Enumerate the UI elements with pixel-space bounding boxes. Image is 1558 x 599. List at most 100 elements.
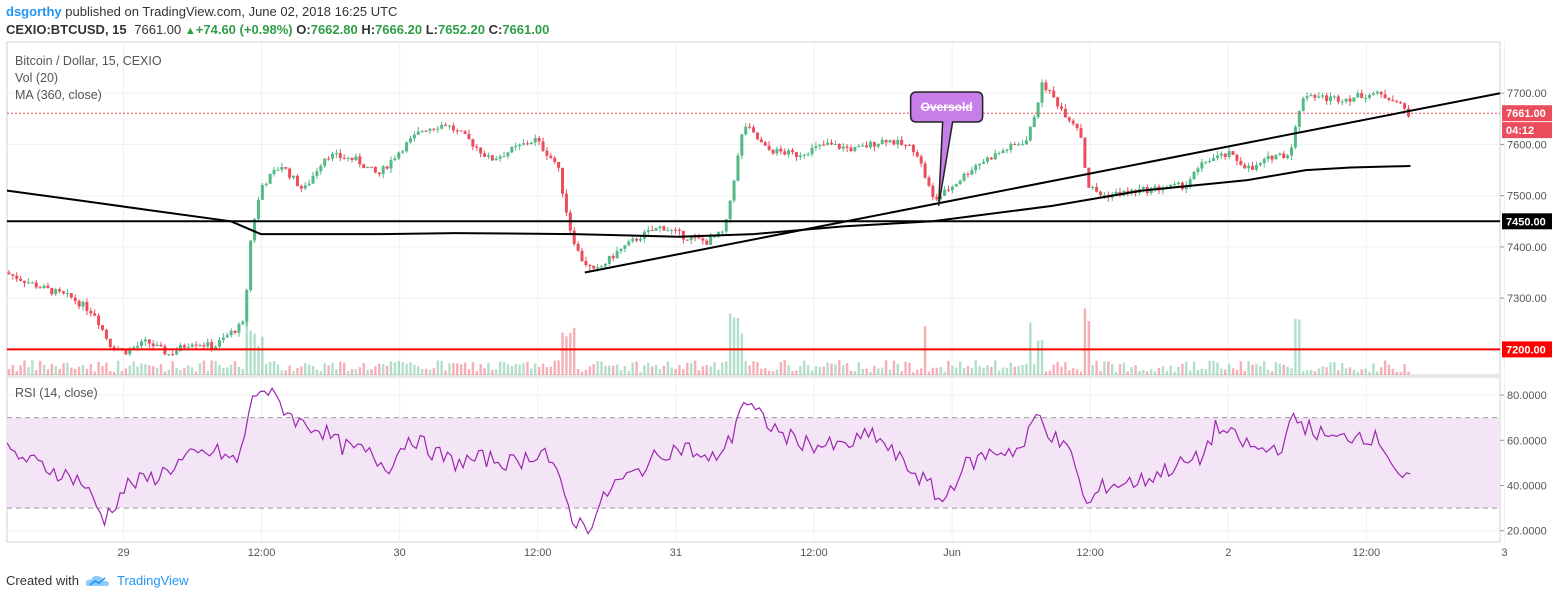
candle-body bbox=[853, 147, 857, 151]
volume-bar bbox=[1360, 369, 1363, 375]
candle-body bbox=[397, 152, 401, 159]
volume-bar bbox=[760, 368, 763, 375]
volume-bar bbox=[1149, 369, 1153, 375]
candle-body bbox=[911, 145, 915, 153]
volume-bar bbox=[1340, 363, 1344, 375]
candle-body bbox=[522, 143, 526, 145]
trendline[interactable] bbox=[584, 92, 1501, 274]
volume-bar bbox=[1255, 363, 1258, 375]
volume-bar bbox=[144, 364, 147, 375]
tradingview-cloud-icon bbox=[85, 575, 109, 586]
candle-body bbox=[26, 282, 30, 284]
volume-bar bbox=[1064, 362, 1067, 375]
candle-body bbox=[588, 265, 592, 267]
volume-bar bbox=[1196, 370, 1200, 375]
volume-bar bbox=[884, 360, 888, 375]
volume-bar bbox=[140, 363, 143, 375]
volume-bar bbox=[647, 362, 650, 375]
volume-bar bbox=[834, 364, 837, 375]
candle-body bbox=[1367, 94, 1371, 98]
volume-bar bbox=[1372, 363, 1375, 375]
candle-body bbox=[178, 345, 182, 352]
volume-bar bbox=[70, 367, 73, 375]
volume-bar bbox=[38, 360, 42, 375]
volume-bar bbox=[530, 368, 533, 375]
volume-bar bbox=[756, 362, 759, 375]
candle-body bbox=[77, 300, 81, 307]
volume-bar bbox=[420, 368, 424, 375]
candle-body bbox=[814, 146, 818, 148]
candle-body bbox=[713, 236, 717, 238]
volume-bar bbox=[1056, 361, 1059, 375]
time-axis[interactable]: 29 12:00 30 12:00 31 12:00 Jun 12:00 2 12:00 3 bbox=[117, 547, 1507, 559]
candle-body bbox=[1098, 191, 1102, 196]
volume-bar bbox=[202, 360, 206, 375]
volume-bar bbox=[830, 363, 833, 375]
volume-bar bbox=[818, 367, 822, 375]
volume-bar bbox=[619, 370, 623, 375]
candle-body bbox=[1056, 97, 1060, 107]
volume-bar bbox=[378, 363, 381, 375]
candle-body bbox=[553, 157, 557, 162]
candle-body bbox=[561, 167, 565, 194]
price-axis[interactable]: 7700.00 7600.00 7500.00 7400.00 7300.00 bbox=[1500, 88, 1547, 305]
volume-bar bbox=[354, 369, 358, 375]
volume-bar bbox=[381, 364, 385, 375]
volume-bar bbox=[1075, 369, 1079, 375]
volume-bar bbox=[764, 367, 767, 375]
candle-body bbox=[510, 146, 514, 153]
volume-bar bbox=[1391, 368, 1395, 375]
rsi-axis[interactable]: 80.0000 60.0000 40.0000 20.0000 bbox=[1500, 390, 1547, 538]
candle-body bbox=[958, 180, 962, 184]
volume-bar bbox=[857, 362, 860, 375]
volume-bar bbox=[787, 365, 790, 375]
volume-bar bbox=[1083, 308, 1087, 375]
candle-body bbox=[841, 146, 845, 149]
volume-bar bbox=[498, 361, 502, 375]
volume-bar bbox=[600, 361, 603, 375]
volume-bar bbox=[1169, 365, 1172, 375]
candle-body bbox=[783, 151, 787, 155]
volume-bar bbox=[1321, 366, 1324, 375]
candle-body bbox=[89, 310, 93, 314]
volume-bar bbox=[1208, 360, 1211, 375]
candle-body bbox=[444, 124, 448, 126]
volume-bar bbox=[109, 370, 112, 375]
volume-bar bbox=[7, 369, 11, 375]
oversold-callout[interactable]: Oversold bbox=[909, 91, 984, 207]
volume-bar bbox=[1107, 361, 1110, 375]
candle-body bbox=[954, 183, 958, 187]
candle-body bbox=[518, 144, 522, 147]
candle-body bbox=[638, 238, 642, 241]
candle-body bbox=[923, 163, 927, 178]
tradingview-link[interactable]: TradingView bbox=[116, 573, 189, 588]
candle-body bbox=[210, 342, 214, 349]
volume-bar bbox=[740, 333, 744, 375]
candle-body bbox=[62, 291, 66, 294]
candle-body bbox=[1231, 151, 1235, 155]
candle-body bbox=[689, 236, 693, 241]
candle-body bbox=[822, 144, 826, 146]
volume-bar bbox=[534, 363, 537, 375]
volume-bar bbox=[358, 367, 362, 375]
author-name[interactable]: dsgorthy bbox=[6, 4, 62, 19]
volume-bar bbox=[877, 368, 880, 375]
volume-bar bbox=[654, 365, 658, 375]
volume-bar bbox=[432, 368, 436, 375]
candle-body bbox=[794, 152, 798, 157]
rsi-title: RSI (14, close) bbox=[15, 386, 98, 400]
price-change: +74.60 (+0.98%) bbox=[195, 22, 293, 37]
candle-body bbox=[627, 241, 631, 246]
volume-bar bbox=[175, 367, 178, 375]
x-tick-label: 30 bbox=[394, 547, 406, 559]
volume-bar bbox=[46, 369, 50, 375]
volume-bar bbox=[311, 366, 315, 375]
rsi-band bbox=[7, 417, 1500, 509]
volume-bar bbox=[810, 370, 814, 375]
main-pane[interactable] bbox=[6, 41, 1501, 376]
candle-body bbox=[978, 163, 982, 166]
volume-bar bbox=[1130, 367, 1133, 375]
volume-bar bbox=[1044, 371, 1048, 375]
ma-360-line bbox=[7, 165, 1411, 238]
